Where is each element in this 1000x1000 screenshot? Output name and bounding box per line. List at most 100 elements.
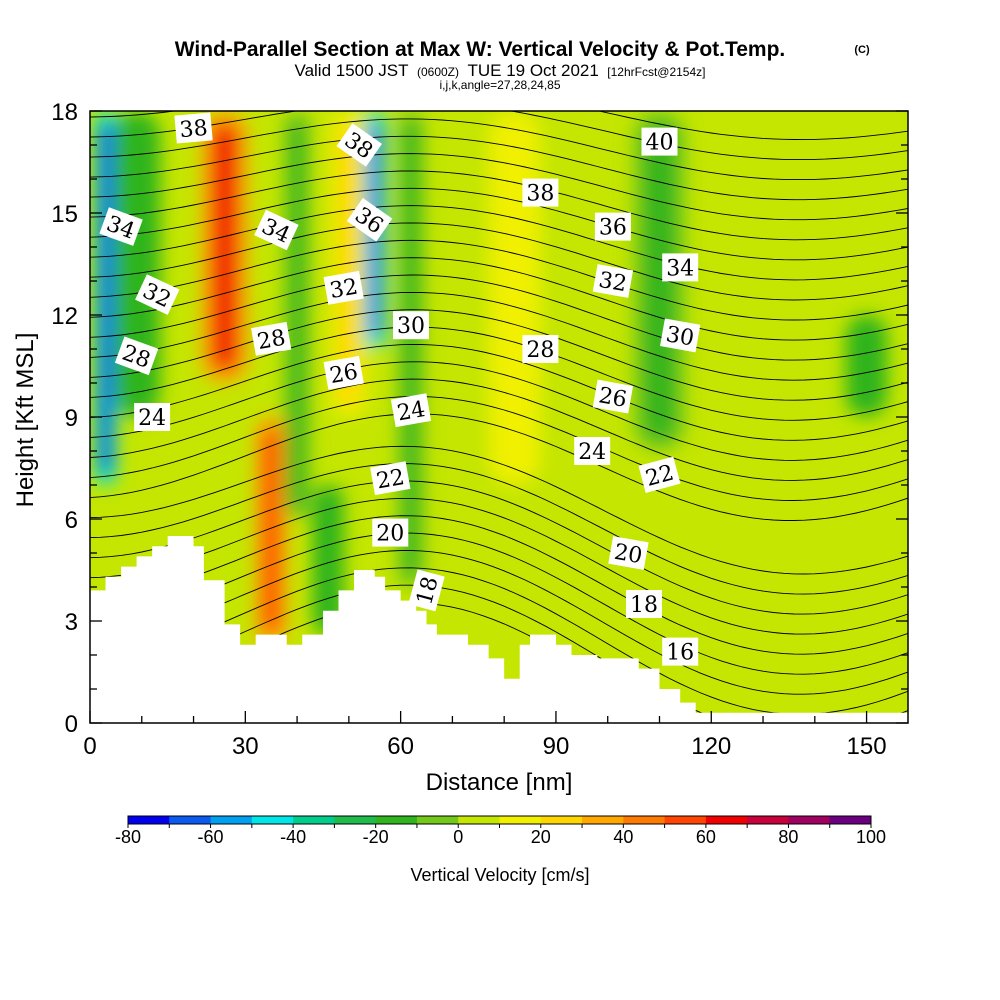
x-tick-label: 90 [543,733,570,760]
isentrope-label-text: 20 [612,540,644,569]
y-tick-label: 18 [51,99,78,126]
isentrope-label: 38 [522,178,559,207]
isentrope-label-box [99,207,143,246]
isentrope [90,396,908,501]
velocity-core [403,123,419,575]
isentrope-label-box [594,212,631,241]
isentrope [90,343,908,441]
colorbar-tick-label: -80 [115,827,141,847]
isentrope-label-box [408,569,445,612]
colorbar-swatch [169,816,212,824]
isentrope-label-text: 20 [376,522,404,547]
isentrope [90,361,908,461]
isentrope-label-text: 36 [599,216,627,241]
isentrope-label-box [251,321,292,356]
isentrope [90,135,908,201]
isentrope-label: 26 [323,355,364,390]
isentrope [90,497,908,635]
isentrope-label: 28 [251,321,292,356]
isentrope-label-text: 22 [375,465,407,494]
isentrope-label-box [592,379,634,414]
isentrope [90,222,908,301]
isentrope [90,532,908,675]
isentrope [90,118,908,181]
isentrope-label-text: 30 [664,322,696,351]
isentrope-label-box [346,198,393,242]
isentrope-label-box [254,209,299,251]
isentrope-label-text: 38 [526,182,554,207]
y-axis-label: Height [Kft MSL] [12,333,39,508]
y-tick-label: 9 [65,405,78,432]
isentrope-label-text: 28 [256,326,288,355]
x-tick-label: 60 [387,733,414,760]
isentrope-label-text: 24 [138,406,166,431]
velocity-core [211,123,238,371]
velocity-core [500,123,529,473]
colorbar-swatch [251,816,294,824]
colorbar-swatch [499,816,542,824]
colorbar-swatch [705,816,748,824]
isentrope-label: 18 [625,590,662,618]
velocity-core [289,123,305,507]
isentrope-label-text: 30 [397,314,425,339]
subtitle-forecast: [12hrFcst@2154z] [607,65,705,79]
x-tick-label: 0 [83,733,96,760]
isentrope [90,291,908,381]
isentrope-label: 22 [370,461,411,496]
x-tick-label: 30 [232,733,259,760]
isentrope-label: 36 [594,212,631,241]
isentrope-label: 20 [608,536,649,570]
isentrope [90,111,908,141]
isentrope-label: 30 [660,318,701,353]
isentrope [90,257,908,341]
isentrope-label-text: 26 [597,383,629,412]
x-tick-label: 150 [847,733,887,760]
colorbar-tick-label: -40 [280,827,306,847]
colorbar-swatch [334,816,377,824]
isentrope-label-box [134,403,171,431]
velocity-core [319,497,337,623]
colorbar-label: Vertical Velocity [cm/s] [410,865,589,885]
subtitle-zulu: (0600Z) [417,65,459,79]
y-tick-label: 6 [65,507,78,534]
isentrope-label-box [662,253,699,282]
isentrope-label-text: 34 [666,256,694,281]
isentrope [90,111,908,161]
isentrope-label: 34 [99,207,143,246]
isentrope-label-box [114,336,159,376]
colorbar-swatch [416,816,459,824]
isentrope [90,413,908,521]
isentrope [90,205,908,281]
y-tick-label: 12 [51,303,78,330]
isentrope-label-box [372,518,409,547]
colorbar-tick-label: 20 [531,827,551,847]
isentrope [90,550,908,695]
isentrope [90,153,908,221]
isentrope-label-text: 32 [328,275,360,304]
isentrope-label-box [135,274,180,315]
isentrope-label: 30 [392,311,429,340]
colorbar-swatch [210,816,253,824]
isentrope-label-box [522,335,559,363]
isentrope-label: 20 [372,518,409,547]
chart-subtitle-indices: i,j,k,angle=27,28,24,85 [439,78,560,92]
isentrope-label-box [336,123,382,167]
isentrope-label-box [638,456,681,493]
isentrope-label: 38 [174,112,213,144]
isentrope-label-box [662,637,699,666]
isentrope-label-box [641,127,678,156]
velocity-core [262,429,280,633]
isentrope [90,567,908,715]
colorbar-swatch [829,816,872,824]
isentrope-label-text: 28 [526,338,554,363]
colorbar-tick-label: 40 [613,827,633,847]
colorbar: -80 -60 -40 -20 0 20 40 60 80 100 [115,815,886,847]
colorbar-swatch [293,816,335,824]
isentrope-label: 24 [574,437,611,465]
colorbar-swatch [375,816,418,824]
isentrope [90,515,908,655]
y-tick-label: 3 [65,609,78,636]
isentrope-label-box [608,536,649,570]
